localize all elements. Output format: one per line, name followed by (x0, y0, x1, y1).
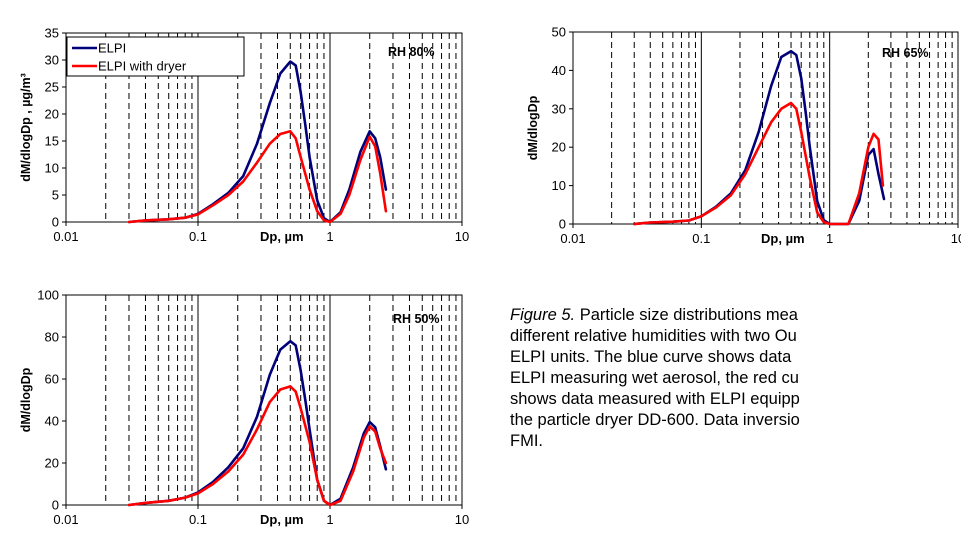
caption-line-2: different relative humidities with two O… (510, 327, 797, 345)
y-tick-label: 60 (45, 372, 59, 387)
y-tick-label: 5 (52, 188, 59, 203)
caption-line-3: ELPI units. The blue curve shows data (510, 348, 792, 366)
legend-label: ELPI (98, 41, 126, 56)
x-tick-label: 0.1 (189, 512, 207, 527)
rh-annotation: RH 50% (393, 312, 440, 326)
y-tick-label: 30 (552, 101, 566, 116)
series-line-elpi-with-dryer (127, 385, 388, 507)
x-tick-label: 10 (455, 512, 469, 527)
y-tick-label: 0 (52, 215, 59, 230)
x-axis-title: Dp, µm (260, 229, 304, 244)
caption-text-1: Particle size distributions mea (575, 306, 798, 324)
chart-panel-3: 0 20 40 60 80 100 0.01 0.1 1 10 Dp, µm dM/dlogDp RH … (19, 288, 469, 528)
y-tick-label: 10 (552, 178, 566, 193)
y-tick-label: 100 (37, 288, 59, 303)
caption-line-4: ELPI measuring wet aerosol, the red cu (510, 369, 799, 387)
caption-figure-label: Figure 5. (510, 306, 576, 324)
y-tick-label: 30 (45, 53, 59, 68)
y-axis-title: dM/dlogDp (526, 95, 540, 160)
rh-annotation: RH 65% (882, 46, 929, 60)
caption-line-6: the particle dryer DD-600. Data inversio (510, 411, 800, 429)
y-tick-label: 0 (559, 217, 566, 232)
y-tick-label: 50 (552, 25, 566, 40)
x-tick-label: 0.01 (53, 512, 78, 527)
x-tick-label: 1 (326, 512, 333, 527)
y-tick-label: 35 (45, 26, 59, 41)
y-tick-label: 15 (45, 134, 59, 149)
x-tick-label: 10 (951, 231, 961, 246)
caption-line-7: FMI. (510, 432, 543, 450)
legend-label: ELPI with dryer (98, 59, 187, 74)
x-tick-label: 1 (326, 229, 333, 244)
y-axis-title: dM/dlogDp , µg/m³ (19, 73, 33, 182)
y-tick-label: 20 (552, 140, 566, 155)
x-tick-label: 0.01 (560, 231, 585, 246)
y-tick-label: 20 (45, 107, 59, 122)
rh-annotation: RH 80% (388, 45, 435, 59)
legend-box (66, 36, 245, 77)
y-tick-label: 80 (45, 330, 59, 345)
series-line-elpi-with-dryer (127, 130, 388, 224)
x-tick-label: 0.1 (189, 229, 207, 244)
caption-line-1: Figure 5. Particle size distributions me… (510, 305, 961, 326)
x-tick-label: 0.01 (53, 229, 78, 244)
chart-panel-1: 0 5 10 15 20 25 30 35 0.01 0.1 1 10 Dp, µm dM/dlogDp … (19, 26, 469, 245)
y-tick-label: 25 (45, 80, 59, 95)
series-line-elpi (127, 339, 388, 507)
y-tick-label: 0 (52, 498, 59, 513)
plot-frame (65, 32, 463, 223)
x-tick-label: 10 (455, 229, 469, 244)
legend: ELPI ELPI with dryer (66, 36, 245, 77)
y-tick-label: 20 (45, 456, 59, 471)
series-line-elpi (632, 49, 886, 226)
y-tick-label: 40 (45, 414, 59, 429)
plot-frame (65, 294, 463, 506)
series-line-elpi-with-dryer (632, 101, 885, 226)
figure-caption: Figure 5. Particle size distributions me… (510, 305, 961, 505)
caption-line-5: shows data measured with ELPI equipp (510, 390, 800, 408)
y-axis-title: dM/dlogDp (19, 367, 33, 432)
x-tick-label: 0.1 (692, 231, 710, 246)
chart-panel-2: 0 10 20 30 40 50 0.01 0.1 1 10 Dp, µm dM/dlogDp RH 6… (526, 25, 961, 247)
x-axis-title: Dp, µm (260, 512, 304, 527)
y-tick-label: 40 (552, 63, 566, 78)
plot-frame (572, 31, 959, 225)
x-axis-title: Dp, µm (761, 231, 805, 246)
y-tick-label: 10 (45, 161, 59, 176)
x-tick-label: 1 (826, 231, 833, 246)
